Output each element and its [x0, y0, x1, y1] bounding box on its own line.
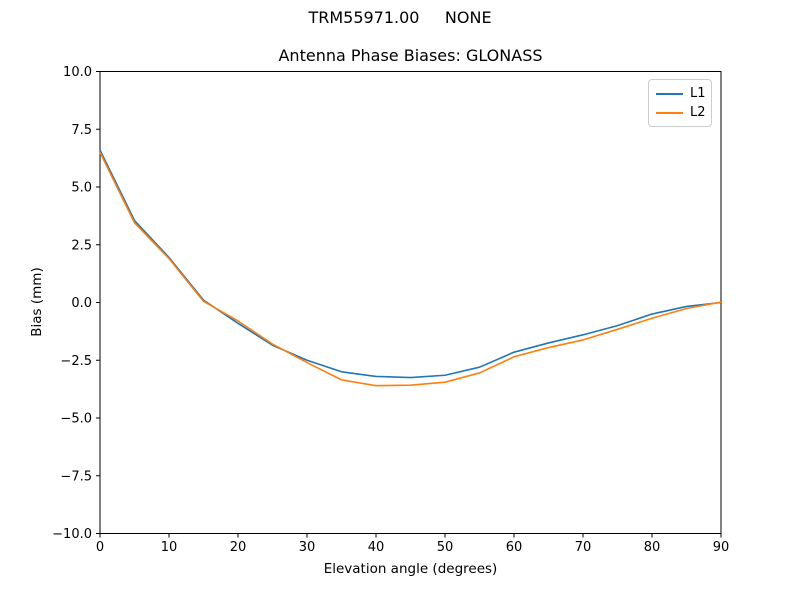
y-tick-label: 7.5: [71, 123, 92, 138]
legend-item-l1: L1: [656, 84, 706, 103]
legend-line-sample-l1: [656, 92, 683, 95]
y-tick-label: 2.5: [71, 238, 92, 253]
y-tick-label: −7.5: [60, 469, 92, 484]
x-tick-label: 0: [96, 540, 104, 555]
x-tick-label: 80: [644, 540, 661, 555]
y-tick-label: −2.5: [60, 354, 92, 369]
legend-label-l1: L1: [690, 86, 706, 101]
x-tick-label: 30: [299, 540, 316, 555]
x-tick-label: 50: [437, 540, 454, 555]
x-tick-label: 70: [575, 540, 592, 555]
x-tick-label: 40: [368, 540, 385, 555]
y-tick-label: −5.0: [60, 412, 92, 427]
x-axis-label: Elevation angle (degrees): [323, 561, 498, 577]
legend: L1 L2: [648, 79, 712, 127]
x-tick-label: 10: [161, 540, 178, 555]
y-tick-label: 10.0: [63, 65, 92, 80]
x-tick-label: 20: [230, 540, 247, 555]
y-tick-label: −10.0: [52, 527, 92, 542]
legend-label-l2: L2: [690, 105, 706, 120]
x-tick-label: 60: [506, 540, 523, 555]
figure-suptitle: TRM55971.00 NONE: [308, 8, 492, 27]
x-tick-label: 90: [713, 540, 730, 555]
y-axis-label: Bias (mm): [29, 267, 45, 337]
chart-title: Antenna Phase Biases: GLONASS: [278, 46, 543, 65]
y-tick-label: 5.0: [71, 181, 92, 196]
series-line-l2: [99, 151, 722, 387]
legend-line-sample-l2: [656, 111, 683, 114]
axes-frame: [99, 71, 722, 534]
y-tick-label: 0.0: [71, 296, 92, 311]
legend-item-l2: L2: [656, 103, 706, 122]
series-line-l1: [99, 149, 722, 379]
